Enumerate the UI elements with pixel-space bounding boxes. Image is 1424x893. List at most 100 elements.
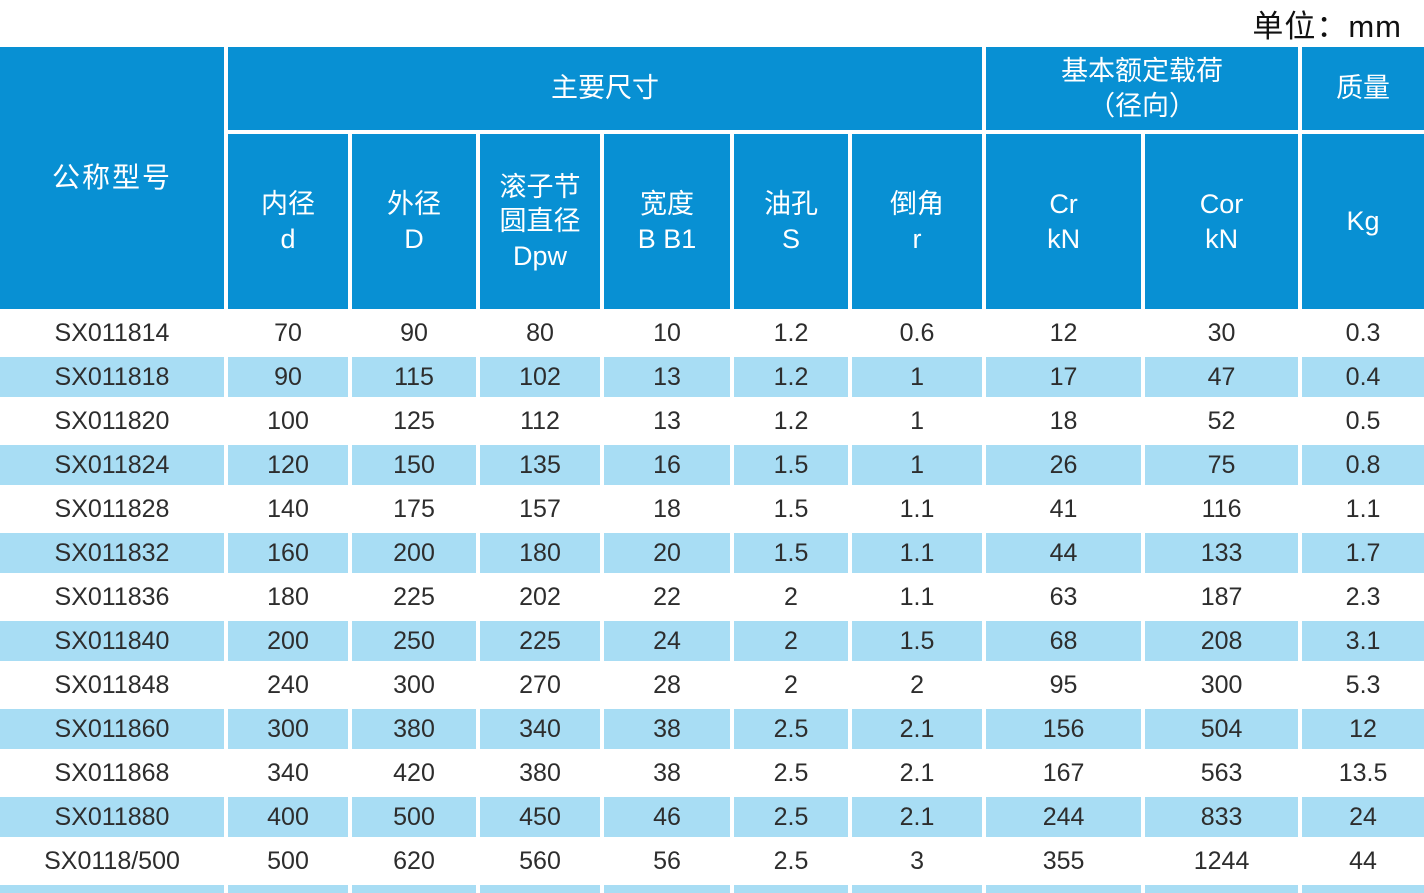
cell-value: 240 bbox=[228, 665, 348, 705]
cell-value: 20 bbox=[604, 533, 730, 573]
cell-value: 180 bbox=[228, 577, 348, 617]
table-row: SX011824 120 150 135 16 1.5 1 26 75 0.8 bbox=[0, 445, 1424, 485]
cell-value: 116 bbox=[1145, 489, 1299, 529]
cell-value: 1.2 bbox=[734, 401, 848, 441]
table-row: SX011836 180 225 202 22 2 1.1 63 187 2.3 bbox=[0, 577, 1424, 617]
cell-value: 135 bbox=[480, 445, 600, 485]
cell-model: SX0118/500 bbox=[0, 841, 224, 881]
cell-value: 38 bbox=[604, 753, 730, 793]
header-roller-pitch: 滚子节 圆直径 Dpw bbox=[480, 134, 600, 309]
cell-value: 1.1 bbox=[1302, 489, 1424, 529]
cell-value: 504 bbox=[1145, 709, 1299, 749]
header-kg: Kg bbox=[1302, 134, 1424, 309]
cell-model: SX011880 bbox=[0, 797, 224, 837]
table-row-partial bbox=[0, 885, 1424, 893]
cell-value: 2 bbox=[734, 665, 848, 705]
cell-value: 563 bbox=[1145, 753, 1299, 793]
cell-value: 17 bbox=[986, 357, 1142, 397]
cell-value: 13.5 bbox=[1302, 753, 1424, 793]
cell-value: 52 bbox=[1145, 401, 1299, 441]
cell-value: 63 bbox=[986, 577, 1142, 617]
header-width: 宽度 B B1 bbox=[604, 134, 730, 309]
cell-value: 75 bbox=[1145, 445, 1299, 485]
cell-model: SX011840 bbox=[0, 621, 224, 661]
table-row: SX011820 100 125 112 13 1.2 1 18 52 0.5 bbox=[0, 401, 1424, 441]
cell-value: 2.5 bbox=[734, 709, 848, 749]
cell-value: 1.1 bbox=[852, 489, 983, 529]
cell-empty bbox=[1145, 885, 1299, 893]
cell-value: 125 bbox=[352, 401, 476, 441]
cell-value: 175 bbox=[352, 489, 476, 529]
cell-value: 160 bbox=[228, 533, 348, 573]
table-row: SX011818 90 115 102 13 1.2 1 17 47 0.4 bbox=[0, 357, 1424, 397]
cell-value: 112 bbox=[480, 401, 600, 441]
cell-value: 30 bbox=[1145, 313, 1299, 353]
cell-value: 0.5 bbox=[1302, 401, 1424, 441]
cell-value: 70 bbox=[228, 313, 348, 353]
cell-model: SX011832 bbox=[0, 533, 224, 573]
cell-value: 1.5 bbox=[734, 489, 848, 529]
cell-value: 24 bbox=[1302, 797, 1424, 837]
header-cr: Cr kN bbox=[986, 134, 1142, 309]
cell-value: 380 bbox=[352, 709, 476, 749]
header-basic-load-rating: 基本额定载荷 （径向） bbox=[986, 47, 1299, 130]
cell-model: SX011868 bbox=[0, 753, 224, 793]
cell-empty bbox=[852, 885, 983, 893]
table-row: SX011848 240 300 270 28 2 2 95 300 5.3 bbox=[0, 665, 1424, 705]
cell-value: 300 bbox=[352, 665, 476, 705]
cell-value: 167 bbox=[986, 753, 1142, 793]
cell-value: 1 bbox=[852, 445, 983, 485]
cell-value: 44 bbox=[986, 533, 1142, 573]
cell-model: SX011824 bbox=[0, 445, 224, 485]
cell-value: 13 bbox=[604, 357, 730, 397]
cell-value: 140 bbox=[228, 489, 348, 529]
cell-value: 500 bbox=[352, 797, 476, 837]
cell-value: 80 bbox=[480, 313, 600, 353]
cell-value: 1.7 bbox=[1302, 533, 1424, 573]
cell-value: 340 bbox=[228, 753, 348, 793]
cell-value: 355 bbox=[986, 841, 1142, 881]
cell-empty bbox=[986, 885, 1142, 893]
cell-value: 200 bbox=[352, 533, 476, 573]
cell-value: 0.3 bbox=[1302, 313, 1424, 353]
cell-value: 12 bbox=[986, 313, 1142, 353]
cell-value: 115 bbox=[352, 357, 476, 397]
cell-value: 13 bbox=[604, 401, 730, 441]
cell-value: 68 bbox=[986, 621, 1142, 661]
cell-value: 26 bbox=[986, 445, 1142, 485]
cell-value: 24 bbox=[604, 621, 730, 661]
cell-model: SX011820 bbox=[0, 401, 224, 441]
header-bore-diameter: 内径 d bbox=[228, 134, 348, 309]
header-mass: 质量 bbox=[1302, 47, 1424, 130]
cell-model: SX011860 bbox=[0, 709, 224, 749]
cell-value: 225 bbox=[480, 621, 600, 661]
cell-value: 1.1 bbox=[852, 533, 983, 573]
cell-value: 1 bbox=[852, 357, 983, 397]
cell-value: 2.5 bbox=[734, 753, 848, 793]
cell-value: 47 bbox=[1145, 357, 1299, 397]
cell-model: SX011836 bbox=[0, 577, 224, 617]
cell-value: 1.1 bbox=[852, 577, 983, 617]
cell-value: 44 bbox=[1302, 841, 1424, 881]
cell-empty bbox=[0, 885, 224, 893]
header-main-dimensions: 主要尺寸 bbox=[228, 47, 983, 130]
header-group-row: 公称型号 主要尺寸 基本额定载荷 （径向） 质量 bbox=[0, 47, 1424, 309]
unit-label: 单位：mm bbox=[1252, 9, 1402, 44]
bearing-spec-table: 公称型号 主要尺寸 基本额定载荷 （径向） 质量 内径 d 外径 D 滚子节 圆… bbox=[0, 47, 1424, 893]
cell-model: SX011818 bbox=[0, 357, 224, 397]
table-body: SX011814 70 90 80 10 1.2 0.6 12 30 0.3 SX011818 90 1… bbox=[0, 313, 1424, 893]
cell-value: 450 bbox=[480, 797, 600, 837]
spec-table-container: 公称型号 主要尺寸 基本额定载荷 （径向） 质量 内径 d 外径 D 滚子节 圆… bbox=[0, 47, 1424, 893]
table-row: SX011880 400 500 450 46 2.5 2.1 244 833 24 bbox=[0, 797, 1424, 837]
cell-value: 2.1 bbox=[852, 797, 983, 837]
table-row: SX011832 160 200 180 20 1.5 1.1 44 133 1.7 bbox=[0, 533, 1424, 573]
cell-value: 12 bbox=[1302, 709, 1424, 749]
cell-empty bbox=[604, 885, 730, 893]
table-row: SX011814 70 90 80 10 1.2 0.6 12 30 0.3 bbox=[0, 313, 1424, 353]
cell-value: 2 bbox=[734, 577, 848, 617]
cell-value: 0.6 bbox=[852, 313, 983, 353]
cell-value: 3.1 bbox=[1302, 621, 1424, 661]
cell-empty bbox=[734, 885, 848, 893]
cell-value: 46 bbox=[604, 797, 730, 837]
